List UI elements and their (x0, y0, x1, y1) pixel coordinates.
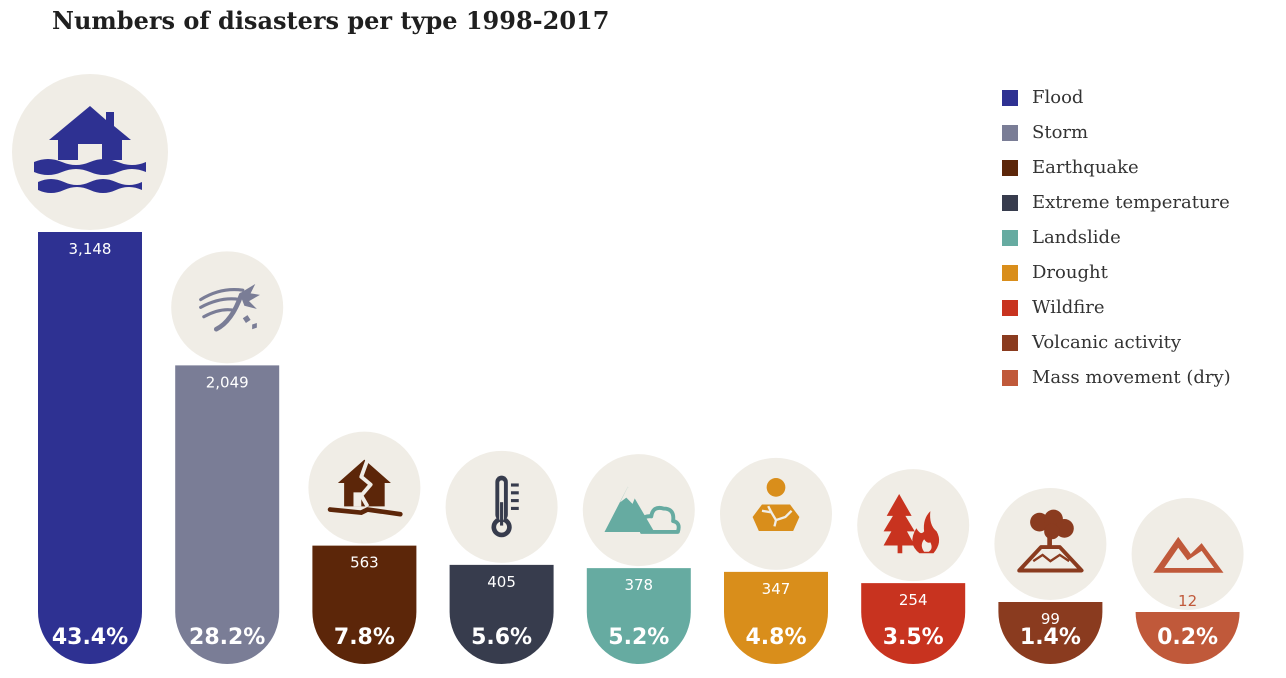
legend-item-flood: Flood (1002, 80, 1231, 115)
bar-drought (724, 571, 828, 664)
legend-swatch (1002, 194, 1018, 211)
legend-label: Wildfire (1032, 297, 1105, 318)
value-label: 99 (1041, 610, 1060, 628)
percent-label: 0.2% (1157, 625, 1218, 650)
storm-wind-palm-icon (199, 283, 260, 332)
bar-storm (175, 365, 280, 664)
percent-label: 43.4% (52, 625, 128, 650)
value-label: 563 (350, 554, 379, 572)
volcano-smoke-icon (1017, 509, 1084, 573)
bar-flood (38, 232, 142, 664)
legend-swatch (1002, 89, 1018, 106)
thermometer-icon (491, 475, 519, 538)
bar-mass-movement-dry (1135, 612, 1240, 664)
legend-label: Storm (1032, 122, 1089, 143)
legend-item-volcanic-activity: Volcanic activity (1002, 325, 1231, 360)
icon-circle-wildfire (857, 469, 970, 582)
bar-earthquake (312, 545, 417, 664)
value-label: 347 (762, 580, 791, 598)
legend-item-mass-movement-dry: Mass movement (dry) (1002, 360, 1231, 395)
legend-label: Volcanic activity (1032, 332, 1182, 353)
bar-wildfire (861, 583, 966, 664)
value-label: 3,148 (69, 240, 112, 258)
legend-label: Flood (1032, 87, 1084, 108)
legend-label: Earthquake (1032, 157, 1139, 178)
legend-swatch (1002, 264, 1018, 281)
legend-swatch (1002, 159, 1018, 176)
legend-swatch (1002, 369, 1018, 386)
legend-label: Drought (1032, 262, 1108, 283)
legend-item-landslide: Landslide (1002, 220, 1231, 255)
value-label: 2,049 (206, 373, 249, 391)
legend-swatch (1002, 229, 1018, 246)
bar-landslide (586, 568, 691, 664)
percent-label: 5.6% (471, 625, 532, 650)
percent-label: 4.8% (745, 625, 806, 650)
mountain-range-icon (1153, 536, 1224, 573)
legend-item-drought: Drought (1002, 255, 1231, 290)
legend-item-wildfire: Wildfire (1002, 290, 1231, 325)
percent-label: 28.2% (189, 625, 265, 650)
legend-label: Mass movement (dry) (1032, 367, 1231, 388)
value-label: 12 (1178, 592, 1197, 610)
legend-swatch (1002, 334, 1018, 351)
legend-label: Extreme temperature (1032, 192, 1230, 213)
cracked-house-icon (327, 458, 403, 517)
value-label: 405 (487, 573, 516, 591)
legend-item-extreme-temperature: Extreme temperature (1002, 185, 1231, 220)
percent-label: 7.8% (334, 625, 395, 650)
legend-item-earthquake: Earthquake (1002, 150, 1231, 185)
icon-circle-storm (171, 251, 284, 364)
flooded-house-icon (34, 106, 146, 193)
value-label: 254 (899, 591, 928, 609)
sun-cracked-earth-icon (752, 478, 800, 532)
chart-legend: Flood Storm Earthquake Extreme temperature L… (1002, 80, 1231, 395)
bar-volcanic-activity (998, 601, 1103, 664)
legend-item-storm: Storm (1002, 115, 1231, 150)
chart-title: Numbers of disasters per type 1998-2017 (52, 6, 610, 35)
legend-swatch (1002, 299, 1018, 316)
tree-fire-icon (883, 493, 940, 554)
percent-label: 3.5% (883, 625, 944, 650)
bar-extreme-temperature (449, 564, 554, 664)
percent-label: 1.4% (1020, 625, 1081, 650)
value-label: 378 (624, 576, 653, 594)
percent-label: 5.2% (608, 625, 669, 650)
mountain-cloud-landslide-icon (604, 486, 681, 534)
legend-swatch (1002, 124, 1018, 141)
legend-label: Landslide (1032, 227, 1121, 248)
